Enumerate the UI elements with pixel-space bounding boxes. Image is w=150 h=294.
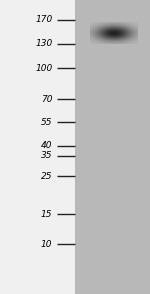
Text: 130: 130 <box>35 39 52 48</box>
Bar <box>75 0 150 294</box>
Text: 10: 10 <box>41 240 52 248</box>
Text: 70: 70 <box>41 95 52 104</box>
Text: 40: 40 <box>41 141 52 150</box>
Text: 15: 15 <box>41 210 52 218</box>
Text: 170: 170 <box>35 16 52 24</box>
Text: 100: 100 <box>35 64 52 73</box>
Text: 25: 25 <box>41 172 52 181</box>
Bar <box>0 0 75 294</box>
Text: 35: 35 <box>41 151 52 160</box>
Text: 55: 55 <box>41 118 52 126</box>
